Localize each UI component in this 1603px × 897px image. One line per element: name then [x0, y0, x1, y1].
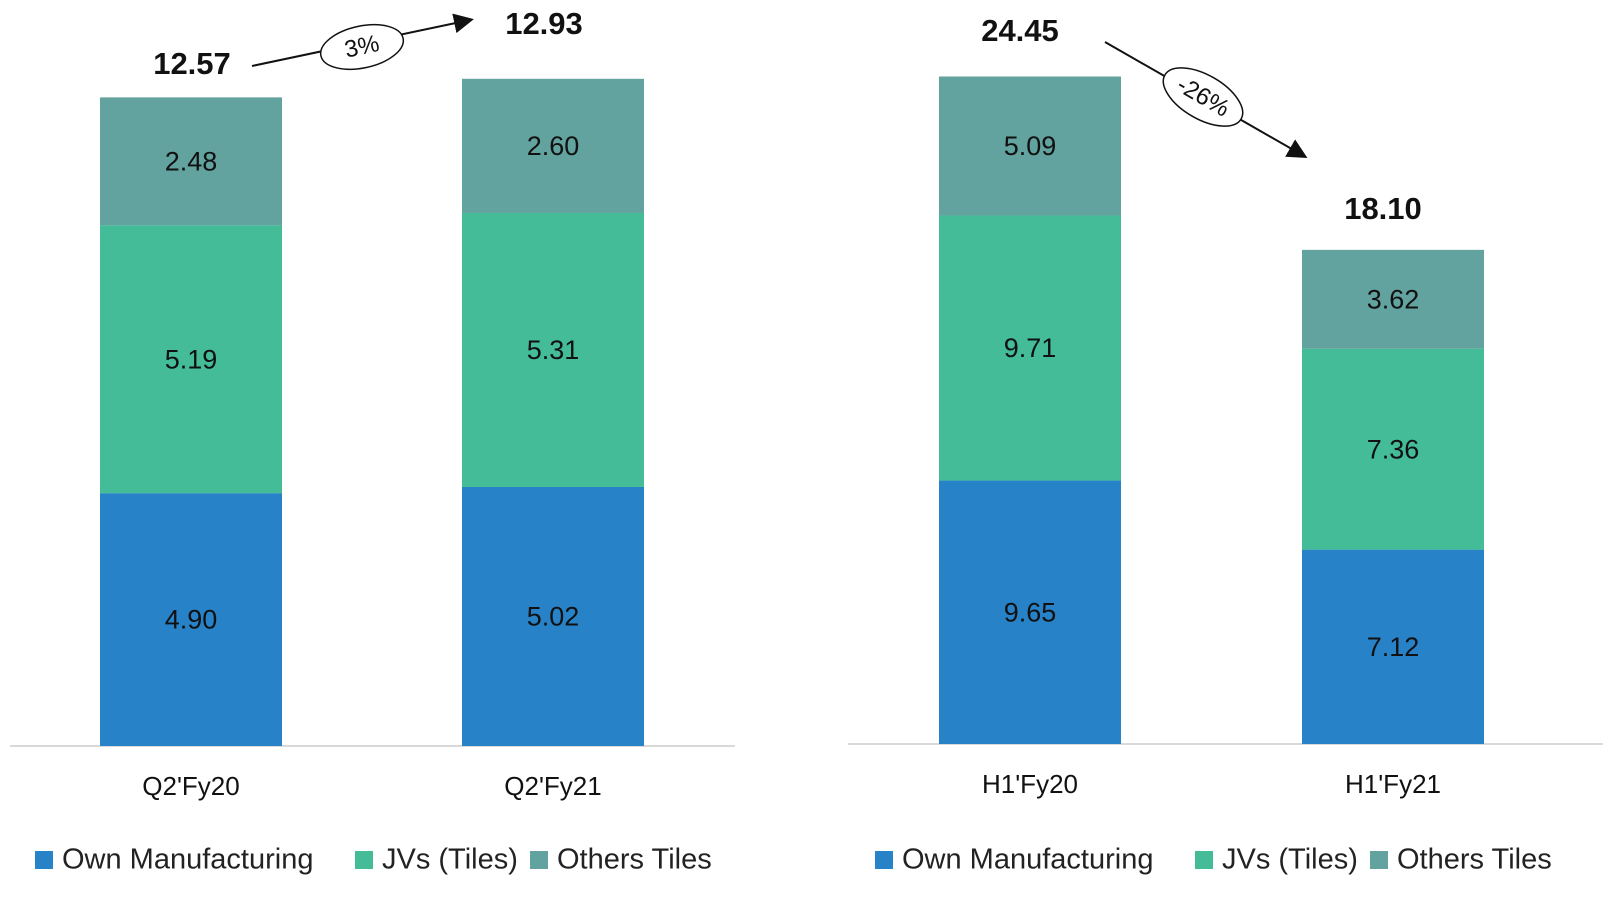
segment-value-label: 5.09 — [1004, 131, 1057, 161]
segment-value-label: 3.62 — [1367, 284, 1420, 314]
segment-value-label: 2.48 — [165, 146, 218, 176]
legend-label: JVs (Tiles) — [382, 844, 518, 876]
legend-label: Own Manufacturing — [62, 844, 313, 876]
chart-quarterly: 4.90 5.19 2.48 12.57 Q2'Fy20 5.02 5.31 2.60 12.9… — [10, 6, 735, 876]
change-badge: -26% — [1162, 67, 1244, 127]
bar-segment-jvs-tiles — [1302, 348, 1484, 550]
bar-segment-others-tiles — [100, 97, 282, 226]
legend-label: Others Tiles — [557, 844, 712, 876]
legend-swatch-own-manufacturing — [875, 851, 893, 869]
bar-segment-own-manufacturing — [462, 486, 644, 746]
category-tick-label: H1'Fy21 — [1345, 769, 1441, 799]
bar-total-label: 12.93 — [505, 6, 583, 41]
legend-label: Others Tiles — [1397, 844, 1552, 876]
segment-value-label: 5.02 — [527, 602, 580, 632]
segment-value-label: 5.19 — [165, 344, 218, 374]
bar-segment-others-tiles — [1302, 249, 1484, 349]
legend-swatch-own-manufacturing — [35, 851, 53, 869]
segment-value-label: 7.12 — [1367, 632, 1420, 662]
category-tick-label: Q2'Fy21 — [504, 771, 601, 801]
legend-label: JVs (Tiles) — [1222, 844, 1358, 876]
chart-half-yearly: 9.65 9.71 5.09 24.45 H1'Fy20 7.12 7.36 3.62 18.1… — [848, 13, 1603, 876]
legend-swatch-others-tiles — [530, 851, 548, 869]
bar-segment-others-tiles — [462, 78, 644, 213]
bar-total-label: 24.45 — [981, 13, 1059, 48]
change-badge-ellipse — [319, 23, 405, 71]
category-tick-label: Q2'Fy20 — [142, 771, 239, 801]
segment-value-label: 5.31 — [527, 335, 580, 365]
legend-label: Own Manufacturing — [902, 844, 1153, 876]
bar-total-label: 18.10 — [1344, 191, 1422, 226]
change-badge: 3% — [319, 23, 405, 71]
bar-segment-others-tiles — [939, 76, 1121, 216]
bar-segment-own-manufacturing — [100, 493, 282, 746]
segment-value-label: 9.65 — [1004, 597, 1057, 627]
segment-value-label: 2.60 — [527, 131, 580, 161]
legend-swatch-jvs-tiles — [1195, 851, 1213, 869]
segment-value-label: 4.90 — [165, 605, 218, 635]
bar-segment-own-manufacturing — [939, 480, 1121, 744]
category-tick-label: H1'Fy20 — [982, 769, 1078, 799]
bar-segment-own-manufacturing — [1302, 549, 1484, 744]
change-badge-ellipse — [1162, 67, 1244, 127]
bar-total-label: 12.57 — [153, 46, 231, 81]
bar-segment-jvs-tiles — [462, 212, 644, 487]
bar-segment-jvs-tiles — [100, 225, 282, 494]
legend-swatch-jvs-tiles — [355, 851, 373, 869]
segment-value-label: 9.71 — [1004, 333, 1057, 363]
legend-swatch-others-tiles — [1370, 851, 1388, 869]
segment-value-label: 7.36 — [1367, 434, 1420, 464]
bar-segment-jvs-tiles — [939, 215, 1121, 481]
